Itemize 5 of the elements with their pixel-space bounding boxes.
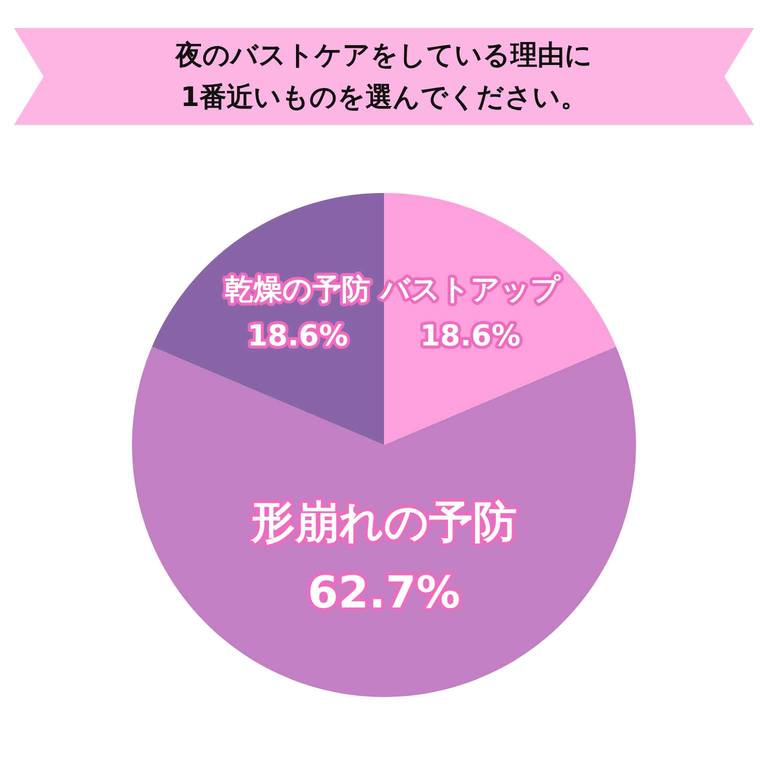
slice-label: 乾燥の予防: [224, 272, 371, 306]
data-label: 18.6%: [420, 318, 521, 352]
data-label: 62.7%: [308, 568, 460, 619]
data-label: 18.6%: [247, 318, 348, 352]
slice-label: 形崩れの予防: [250, 497, 517, 548]
